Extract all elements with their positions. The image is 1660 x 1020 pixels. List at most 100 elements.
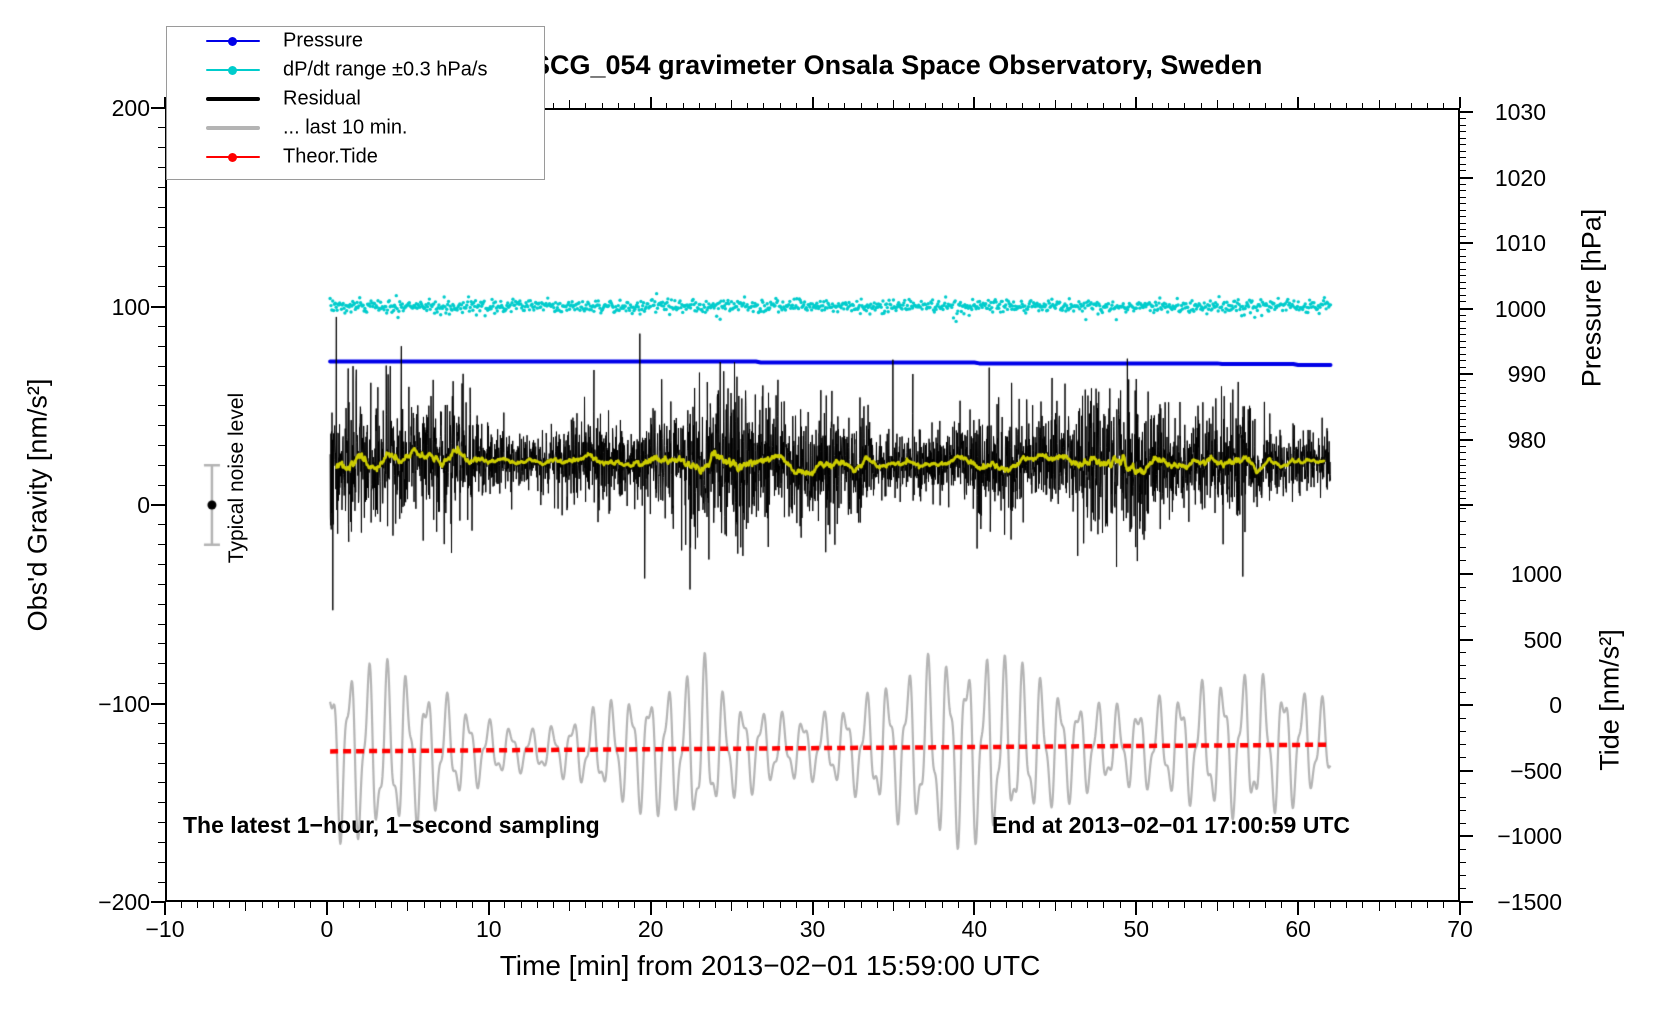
x-axis-tick bbox=[1394, 902, 1396, 908]
x-tick-label: 60 bbox=[1285, 916, 1311, 942]
x-axis-tick bbox=[1216, 902, 1218, 911]
x-axis-tick bbox=[1119, 902, 1121, 908]
gravity-tick bbox=[151, 305, 165, 308]
pressure-tick bbox=[1460, 131, 1466, 133]
x-axis-tick bbox=[957, 902, 959, 908]
x-axis-tick bbox=[828, 902, 830, 908]
tide-tick-label: −500 bbox=[1510, 757, 1562, 784]
gravity-tick bbox=[158, 881, 165, 883]
gravity-tick bbox=[158, 186, 165, 188]
pressure-tick bbox=[1460, 249, 1466, 251]
pressure-tick bbox=[1460, 491, 1466, 493]
pressure-tick bbox=[1460, 216, 1466, 218]
gravity-tick bbox=[151, 107, 165, 109]
x-axis-top-tick bbox=[1378, 100, 1380, 108]
legend-dot-marker bbox=[228, 36, 237, 46]
tide-tick bbox=[1460, 704, 1473, 707]
x-tick-label: 10 bbox=[475, 916, 502, 942]
gravity-tick bbox=[158, 167, 165, 169]
tide-tick bbox=[1460, 573, 1473, 575]
x-axis-tick bbox=[682, 902, 684, 908]
x-axis-tick bbox=[1232, 902, 1234, 908]
x-tick-label: 20 bbox=[637, 916, 664, 942]
gravity-tick bbox=[158, 822, 165, 824]
x-axis-tick bbox=[245, 902, 247, 911]
gravity-tick bbox=[158, 206, 165, 208]
tide-tick bbox=[1460, 586, 1466, 588]
pressure-tick bbox=[1460, 144, 1466, 146]
gravity-tick bbox=[158, 147, 165, 149]
x-axis-tick bbox=[1087, 902, 1089, 908]
gravity-tick bbox=[158, 802, 165, 804]
legend: Pressure dP/dt range ±0.3 hPa/s Residual..… bbox=[166, 26, 545, 180]
x-axis-tick bbox=[196, 902, 198, 908]
x-tick-label: 0 bbox=[320, 916, 334, 942]
pressure-tick bbox=[1460, 458, 1466, 460]
pressure-tick bbox=[1460, 478, 1466, 480]
x-axis-tick bbox=[325, 902, 328, 915]
tide-tick bbox=[1460, 652, 1466, 654]
x-axis-tick bbox=[553, 902, 554, 908]
gravity-tick bbox=[158, 226, 165, 228]
gravity-tick bbox=[158, 464, 165, 466]
pressure-tick bbox=[1460, 111, 1473, 113]
tide-tick bbox=[1460, 625, 1466, 627]
legend-item-label: ... last 10 min. bbox=[283, 116, 408, 139]
pressure-tick bbox=[1460, 497, 1466, 499]
x-axis-top-tick bbox=[1054, 100, 1056, 108]
x-axis-top-tick bbox=[1216, 100, 1218, 108]
x-axis-tick bbox=[714, 902, 716, 908]
x-axis-tick bbox=[520, 902, 522, 908]
x-axis-tick bbox=[1330, 902, 1331, 908]
x-axis-tick bbox=[892, 902, 894, 911]
x-axis-top-tick bbox=[1459, 97, 1461, 108]
x-axis-tick bbox=[1135, 902, 1138, 915]
gravity-tick bbox=[158, 127, 165, 129]
pressure-tick bbox=[1460, 183, 1466, 185]
x-tick-label: 50 bbox=[1123, 916, 1150, 942]
pressure-tick bbox=[1460, 399, 1466, 401]
pressure-tick bbox=[1460, 314, 1466, 316]
tide-tick bbox=[1460, 638, 1473, 641]
x-axis-tick bbox=[180, 902, 182, 908]
pressure-tick bbox=[1460, 170, 1466, 172]
x-axis-tick bbox=[391, 902, 393, 908]
tide-tick-label: 1000 bbox=[1510, 561, 1562, 587]
tide-tick bbox=[1460, 796, 1466, 798]
tide-tick bbox=[1460, 521, 1466, 523]
pressure-tick bbox=[1460, 432, 1466, 434]
tide-tick bbox=[1460, 534, 1466, 536]
legend-line-sample bbox=[206, 97, 260, 101]
x-axis-tick bbox=[666, 902, 668, 908]
x-axis-tick bbox=[1200, 902, 1202, 908]
gravity-tick bbox=[158, 683, 165, 685]
gravity-tick bbox=[158, 405, 165, 407]
gravity-tick bbox=[158, 564, 165, 566]
tide-tick bbox=[1460, 507, 1466, 509]
x-tick-label: 30 bbox=[799, 916, 826, 942]
tide-tick bbox=[1460, 717, 1466, 719]
tide-tick bbox=[1460, 665, 1466, 667]
x-axis-tick bbox=[1346, 902, 1348, 908]
gravity-tick-label: −100 bbox=[98, 690, 150, 717]
tide-tick bbox=[1460, 547, 1466, 549]
x-axis-tick bbox=[1249, 902, 1251, 908]
x-axis-tick bbox=[277, 902, 279, 908]
x-axis-tick bbox=[358, 902, 360, 908]
gravity-tick bbox=[158, 425, 165, 427]
tide-tick bbox=[1460, 862, 1466, 864]
x-axis-tick bbox=[1410, 902, 1412, 908]
x-axis-tick bbox=[407, 902, 409, 911]
legend-item-label: dP/dt range ±0.3 hPa/s bbox=[283, 58, 488, 81]
legend-item-label: Theor.Tide bbox=[283, 145, 378, 168]
x-axis-label: Time [min] from 2013−02−01 15:59:00 UTC bbox=[499, 950, 1041, 981]
x-axis-tick bbox=[844, 902, 846, 908]
gravity-tick bbox=[158, 444, 165, 446]
pressure-tick bbox=[1460, 222, 1466, 224]
pressure-tick bbox=[1460, 327, 1466, 329]
pressure-tick bbox=[1460, 380, 1466, 382]
pressure-tick bbox=[1460, 288, 1466, 290]
pressure-tick-label: 1020 bbox=[1494, 164, 1546, 191]
x-axis-tick bbox=[990, 902, 992, 908]
